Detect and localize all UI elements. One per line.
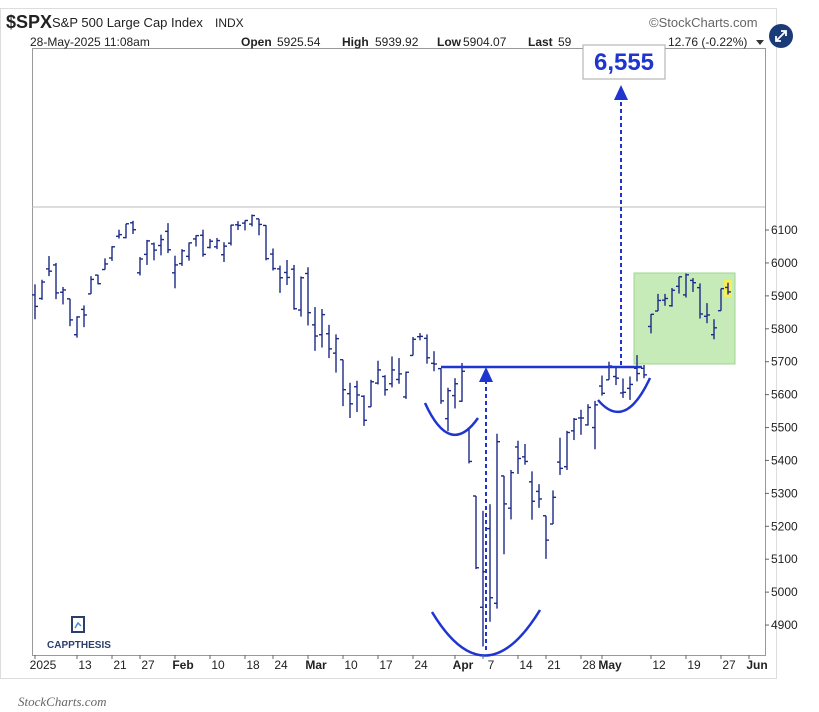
symbol: $SPX <box>6 12 52 32</box>
last-label: Last <box>528 35 553 49</box>
y-tick-label: 5700 <box>771 355 798 369</box>
x-tick-label: 2025 <box>30 658 57 672</box>
target-label: 6,555 <box>594 49 654 76</box>
x-tick-label: 12 <box>652 658 666 672</box>
expand-icon <box>775 30 787 42</box>
y-tick-label: 5200 <box>771 519 798 533</box>
y-tick-label: 5400 <box>771 453 798 467</box>
x-tick-label: May <box>598 658 622 672</box>
right-shoulder <box>597 377 652 414</box>
high-label: High <box>342 35 369 49</box>
y-tick-label: 5000 <box>771 585 798 599</box>
last-value: 59 <box>558 35 572 49</box>
open-label: Open <box>241 35 272 49</box>
price-bars <box>32 214 732 647</box>
pattern-annotation <box>423 100 652 657</box>
x-tick-label: Mar <box>305 658 327 672</box>
watermark: CAPPTHESIS <box>47 640 111 651</box>
index-name: S&P 500 Large Cap Index <box>52 15 203 30</box>
x-tick-label: 27 <box>722 658 736 672</box>
watermark-logo <box>71 616 85 633</box>
x-tick-label: 27 <box>141 658 155 672</box>
x-tick-label: 17 <box>379 658 393 672</box>
source: ©StockCharts.com <box>649 15 758 30</box>
dropdown[interactable] <box>756 40 764 45</box>
y-tick-label: 5600 <box>771 388 798 402</box>
y-tick-label: 6000 <box>771 256 798 270</box>
x-tick-label: Jun <box>746 658 767 672</box>
x-tick-label: 24 <box>274 658 288 672</box>
arrow-head <box>614 85 628 100</box>
datetime: 28-May-2025 11:08am <box>30 35 150 49</box>
arrow-head <box>479 367 493 382</box>
x-tick-label: 14 <box>519 658 533 672</box>
head <box>430 609 542 657</box>
x-tick-label: 18 <box>246 658 260 672</box>
x-tick-label: 10 <box>344 658 358 672</box>
exchange: INDX <box>215 16 244 30</box>
x-tick-label: Feb <box>172 658 193 672</box>
y-tick-label: 5800 <box>771 322 798 336</box>
low-value: 5904.07 <box>463 35 507 49</box>
x-tick-label: 28 <box>582 658 596 672</box>
x-tick-label: Apr <box>453 658 474 672</box>
x-tick-label: 10 <box>211 658 225 672</box>
target-box <box>582 44 666 80</box>
x-tick-label: 19 <box>687 658 701 672</box>
low-label: Low <box>437 35 462 49</box>
x-tick-label: 13 <box>78 658 92 672</box>
y-tick-label: 4900 <box>771 618 798 632</box>
x-tick-label: 7 <box>488 658 495 672</box>
y-tick-label: 6100 <box>771 223 798 237</box>
high-value: 5939.92 <box>375 35 419 49</box>
y-tick-label: 5100 <box>771 552 798 566</box>
left-shoulder <box>423 402 480 437</box>
x-tick-label: 24 <box>414 658 428 672</box>
y-tick-label: 5300 <box>771 486 798 500</box>
x-tick-label: 21 <box>113 658 127 672</box>
change-value: 12.76 (-0.22%) <box>668 35 747 49</box>
y-tick-label: 5500 <box>771 421 798 435</box>
x-tick-label: 21 <box>547 658 561 672</box>
y-tick-label: 5900 <box>771 289 798 303</box>
footer: StockCharts.com <box>18 694 106 709</box>
open-value: 5925.54 <box>277 35 321 49</box>
target-zone <box>633 272 736 365</box>
